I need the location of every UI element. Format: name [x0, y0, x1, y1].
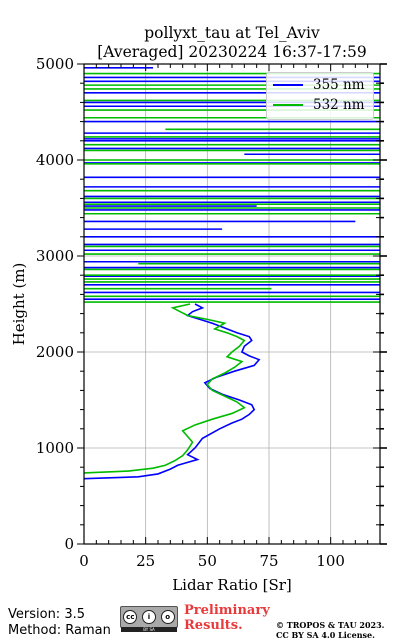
legend-entry-355: 355 nm [273, 77, 365, 93]
x-tick-label: 100 [316, 552, 345, 570]
x-tick-label: 75 [259, 552, 278, 570]
cc-strip-icon: BY SA [121, 627, 177, 632]
y-tick-label: 1000 [36, 439, 74, 457]
y-tick-label: 4000 [36, 151, 74, 169]
y-tick-label: 3000 [36, 247, 74, 265]
preliminary-results-note: Preliminary Results. [184, 603, 270, 633]
chart-title-line2: [Averaged] 20230224 16:37-17:59 [97, 43, 367, 61]
chart-legend: 355 nm 532 nm [266, 72, 374, 120]
chart-title-line1: pollyxt_tau at Tel_Aviv [144, 24, 320, 42]
y-tick-label: 0 [64, 535, 74, 553]
plot-frame [83, 63, 381, 545]
sa-icon: o [160, 610, 175, 624]
x-tick-label: 0 [79, 552, 89, 570]
license-text: © TROPOS & TAU 2023. CC BY SA 4.0 Licens… [276, 620, 385, 640]
series-0-profile-line [84, 303, 261, 480]
y-tick-label: 5000 [36, 55, 74, 73]
x-tick-label: 25 [136, 552, 155, 570]
by-icon: i [141, 610, 156, 624]
cc-by-sa-icon: cc i o BY SA [120, 606, 178, 632]
x-tick-label: 50 [198, 552, 217, 570]
legend-line-355-icon [273, 84, 303, 86]
legend-line-532-icon [273, 104, 303, 106]
method-text: Method: Raman [8, 623, 111, 638]
x-axis-label: Lidar Ratio [Sr] [172, 576, 292, 594]
y-tick-label: 2000 [36, 343, 74, 361]
legend-label-532: 532 nm [313, 97, 365, 113]
y-axis-label: Height (m) [10, 263, 28, 346]
series-1-profile-line [84, 303, 246, 474]
version-text: Version: 3.5 [8, 607, 85, 622]
cc-icon: cc [123, 610, 138, 624]
legend-entry-532: 532 nm [273, 97, 365, 113]
legend-label-355: 355 nm [313, 77, 365, 93]
